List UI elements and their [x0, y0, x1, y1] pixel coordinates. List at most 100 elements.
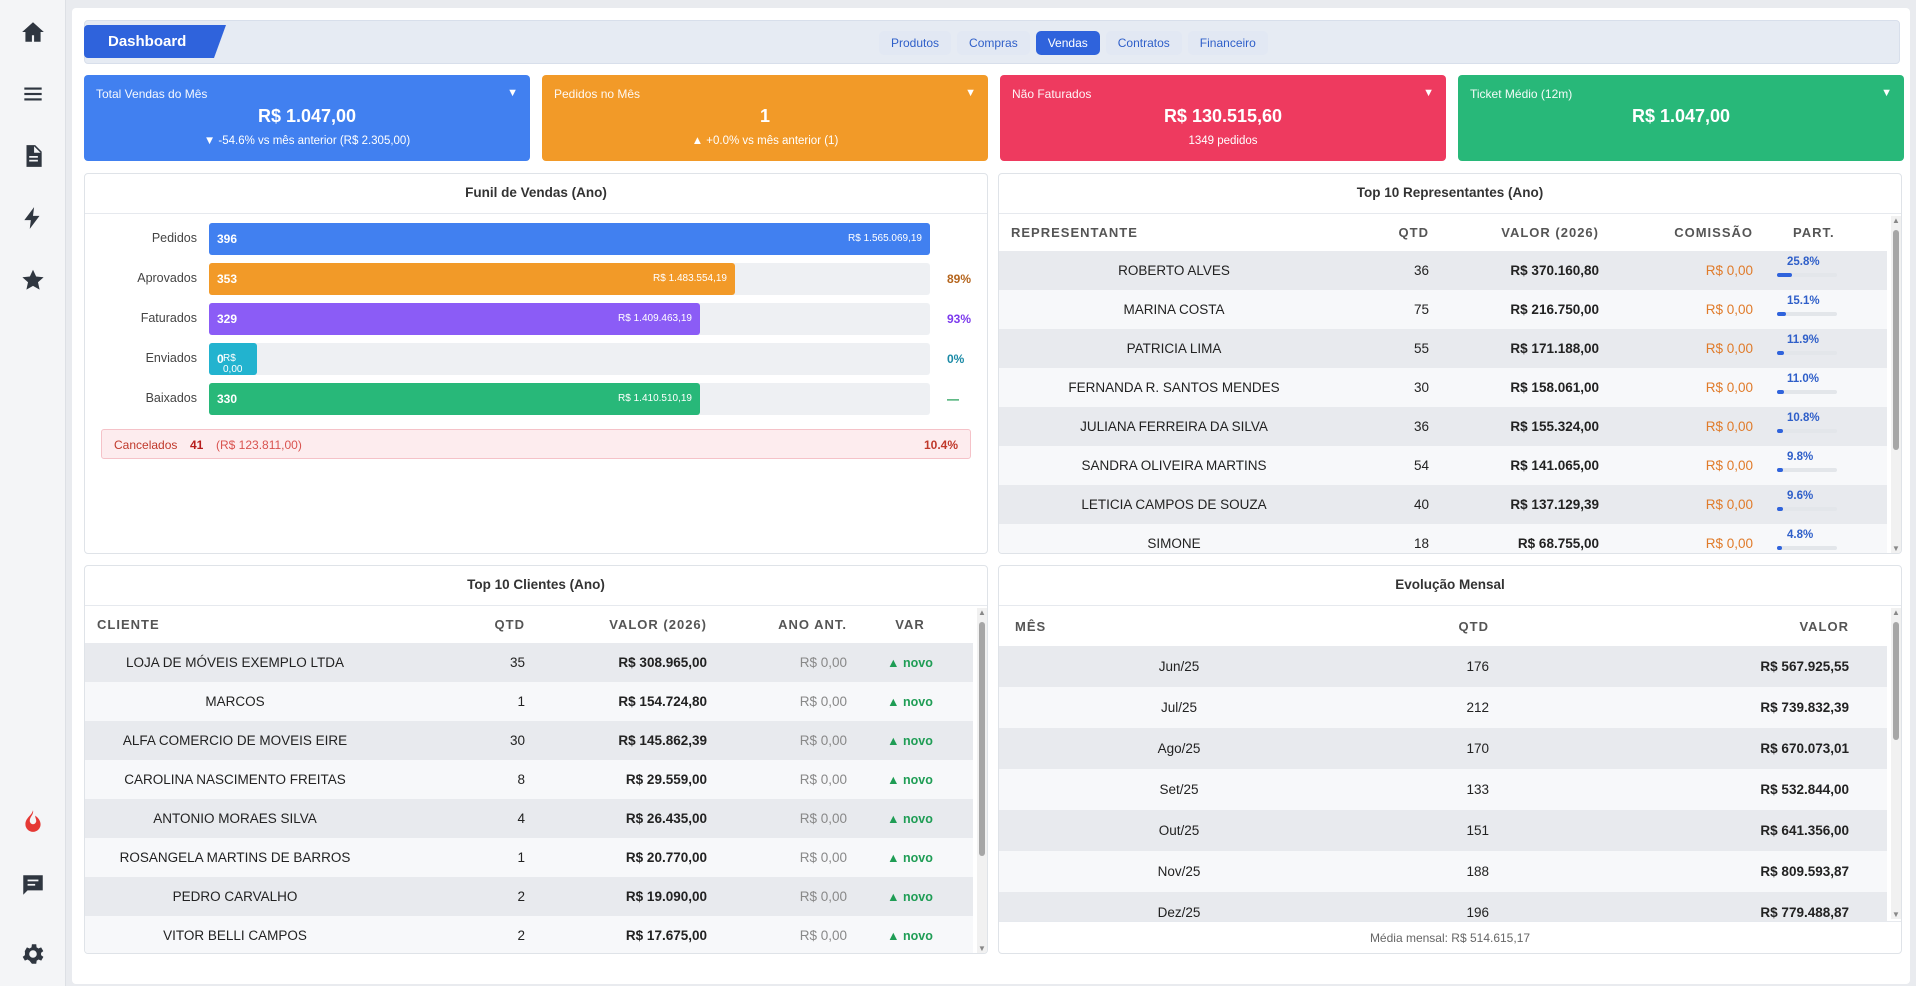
evolucao-panel: Evolução Mensal Mês QTD Valor Jun/25 176 R…	[998, 565, 1902, 954]
kpi-subtext: ▲ +0.0% vs mês anterior (1)	[691, 135, 839, 147]
funnel-bar: 329 R$ 1.409.463,19	[209, 303, 700, 335]
table-row[interactable]: MARCOS 1 R$ 154.724,80 R$ 0,00 ▲ novo	[85, 682, 973, 721]
part-fill	[1777, 312, 1786, 316]
rep-name: JULIANA FERREIRA DA SILVA	[999, 407, 1349, 446]
funnel-row-enviados: Enviados 0 R$ 0,00 0%	[101, 343, 987, 375]
table-row[interactable]: ROSANGELA MARTINS DE BARROS 1 R$ 20.770,00…	[85, 838, 973, 877]
part-pct: 9.6%	[1787, 490, 1814, 502]
chat-icon[interactable]	[19, 871, 47, 899]
table-row[interactable]: LETICIA CAMPOS DE SOUZA 40 R$ 137.129,39 R$…	[999, 485, 1887, 524]
cli-var: ▲ novo	[847, 916, 973, 953]
kpi-card-pedidos-mes[interactable]: Pedidos no Mês ▼ 1 ▲ +0.0% vs mês anterior …	[542, 75, 988, 161]
caret-down-icon[interactable]: ▼	[1881, 87, 1892, 99]
kpi-card-nao-faturados[interactable]: Não Faturados ▼ R$ 130.515,60 1349 pedidos	[1000, 75, 1446, 161]
kpi-value: R$ 1.047,00	[1631, 106, 1731, 126]
rep-valor: R$ 155.324,00	[1429, 407, 1599, 446]
document-icon[interactable]	[19, 142, 47, 170]
kpi-title: Não Faturados	[1012, 87, 1092, 101]
table-row[interactable]: Nov/25 188 R$ 809.593,87	[999, 851, 1887, 892]
rep-valor: R$ 370.160,80	[1429, 251, 1599, 290]
table-row[interactable]: Jul/25 212 R$ 739.832,39	[999, 687, 1887, 728]
kpi-subtext: ▼ -54.6% vs mês anterior (R$ 2.305,00)	[203, 135, 411, 147]
rep-part: 9.6%	[1753, 485, 1887, 524]
col-var: Var	[895, 617, 925, 632]
menu-icon[interactable]	[19, 80, 47, 108]
funnel-row-baixados: Baixados 330 R$ 1.410.510,19 —	[101, 383, 987, 415]
table-row[interactable]: ANTONIO MORAES SILVA 4 R$ 26.435,00 R$ 0,00…	[85, 799, 973, 838]
rep-name: FERNANDA R. SANTOS MENDES	[999, 368, 1349, 407]
table-row[interactable]: PEDRO CARVALHO 2 R$ 19.090,00 R$ 0,00 ▲ novo	[85, 877, 973, 916]
part-fill	[1777, 507, 1783, 511]
col-valor: Valor (2026)	[1501, 225, 1599, 240]
funnel-label: Baixados	[145, 391, 197, 405]
cancel-amount: (R$ 123.811,00)	[216, 438, 302, 452]
table-row[interactable]: PATRICIA LIMA 55 R$ 171.188,00 R$ 0,00 11.9%	[999, 329, 1887, 368]
col-qtd: QTD	[1458, 618, 1489, 634]
rep-valor: R$ 68.755,00	[1429, 524, 1599, 553]
table-row[interactable]: FERNANDA R. SANTOS MENDES 30 R$ 158.061,00…	[999, 368, 1887, 407]
dashboard-tab[interactable]: Dashboard	[84, 25, 226, 58]
table-row[interactable]: ROBERTO ALVES 36 R$ 370.160,80 R$ 0,00 25.8%	[999, 251, 1887, 290]
cli-ano-ant: R$ 0,00	[707, 760, 847, 799]
funnel-count: 0	[217, 352, 224, 366]
star-icon[interactable]	[19, 266, 47, 294]
evolucao-scrollbar[interactable]: ▲ ▼	[1891, 608, 1901, 919]
kpi-title: Pedidos no Mês	[554, 87, 641, 101]
evo-mes: Jul/25	[999, 687, 1359, 728]
table-row[interactable]: SIMONE 18 R$ 68.755,00 R$ 0,00 4.8%	[999, 524, 1887, 553]
lightning-icon[interactable]	[19, 204, 47, 232]
tab-financeiro[interactable]: Financeiro	[1187, 31, 1268, 55]
table-row[interactable]: SANDRA OLIVEIRA MARTINS 54 R$ 141.065,00 R$…	[999, 446, 1887, 485]
rep-part: 10.8%	[1753, 407, 1887, 446]
part-fill	[1777, 546, 1782, 550]
representantes-scrollbar[interactable]: ▲ ▼	[1891, 216, 1901, 553]
gear-icon[interactable]	[19, 940, 47, 968]
table-row[interactable]: Out/25 151 R$ 641.356,00	[999, 810, 1887, 851]
representantes-title: Top 10 Representantes (Ano)	[999, 174, 1901, 214]
table-row[interactable]: Jun/25 176 R$ 567.925,55	[999, 646, 1887, 687]
part-track	[1777, 546, 1837, 550]
table-row[interactable]: Ago/25 170 R$ 670.073,01	[999, 728, 1887, 769]
tab-compras[interactable]: Compras	[957, 31, 1030, 55]
table-row[interactable]: MARINA COSTA 75 R$ 216.750,00 R$ 0,00 15.1%	[999, 290, 1887, 329]
funnel-label: Enviados	[145, 351, 197, 365]
cli-qtd: 1	[385, 838, 525, 877]
part-track	[1777, 312, 1837, 316]
caret-down-icon[interactable]: ▼	[965, 87, 976, 99]
table-row[interactable]: Set/25 133 R$ 532.844,00	[999, 769, 1887, 810]
tab-contratos[interactable]: Contratos	[1105, 31, 1182, 55]
tab-produtos[interactable]: Produtos	[879, 31, 952, 55]
funnel-amount: R$ 1.409.463,19	[618, 313, 692, 324]
table-row[interactable]: LOJA DE MÓVEIS EXEMPLO LTDA 35 R$ 308.965,…	[85, 643, 973, 682]
table-row[interactable]: VITOR BELLI CAMPOS 2 R$ 17.675,00 R$ 0,00 ▲ …	[85, 916, 973, 953]
cli-valor: R$ 145.862,39	[525, 721, 707, 760]
caret-down-icon[interactable]: ▼	[507, 87, 518, 99]
rep-part: 9.8%	[1753, 446, 1887, 485]
kpi-card-total-vendas[interactable]: Total Vendas do Mês ▼ R$ 1.047,00 ▼ -54.6% …	[84, 75, 530, 161]
cli-name: ALFA COMERCIO DE MOVEIS EIRE	[85, 721, 385, 760]
table-row[interactable]: JULIANA FERREIRA DA SILVA 36 R$ 155.324,00…	[999, 407, 1887, 446]
table-row[interactable]: ALFA COMERCIO DE MOVEIS EIRE 30 R$ 145.862…	[85, 721, 973, 760]
cli-ano-ant: R$ 0,00	[707, 682, 847, 721]
evo-mes: Out/25	[999, 810, 1359, 851]
kpi-card-ticket-medio[interactable]: Ticket Médio (12m) ▼ R$ 1.047,00	[1458, 75, 1904, 161]
part-pct: 11.9%	[1787, 334, 1819, 346]
tab-vendas[interactable]: Vendas	[1035, 31, 1100, 55]
funnel-count: 353	[217, 272, 238, 286]
evolucao-table-wrap: Mês QTD Valor Jun/25 176 R$ 567.925,55 Jul/…	[999, 606, 1887, 921]
table-row[interactable]: Dez/25 196 R$ 779.488,87	[999, 892, 1887, 921]
caret-down-icon[interactable]: ▼	[1423, 87, 1434, 99]
funnel-amount: R$ 0,00	[223, 353, 243, 375]
home-icon[interactable]	[19, 18, 47, 46]
kpi-value: R$ 130.515,60	[1163, 106, 1283, 126]
clientes-scrollbar[interactable]: ▲ ▼	[977, 608, 987, 953]
evo-valor: R$ 641.356,00	[1489, 810, 1887, 851]
evo-mes: Dez/25	[999, 892, 1359, 921]
funnel-row-aprovados: Aprovados 353 R$ 1.483.554,19 89%	[101, 263, 987, 295]
fire-icon[interactable]	[19, 807, 47, 835]
rep-comissao: R$ 0,00	[1599, 407, 1753, 446]
table-row[interactable]: CAROLINA NASCIMENTO FREITAS 8 R$ 29.559,00…	[85, 760, 973, 799]
rep-qtd: 75	[1349, 290, 1429, 329]
evolucao-footer: Média mensal: R$ 514.615,17	[999, 921, 1901, 953]
part-bar: 9.6%	[1777, 490, 1837, 514]
